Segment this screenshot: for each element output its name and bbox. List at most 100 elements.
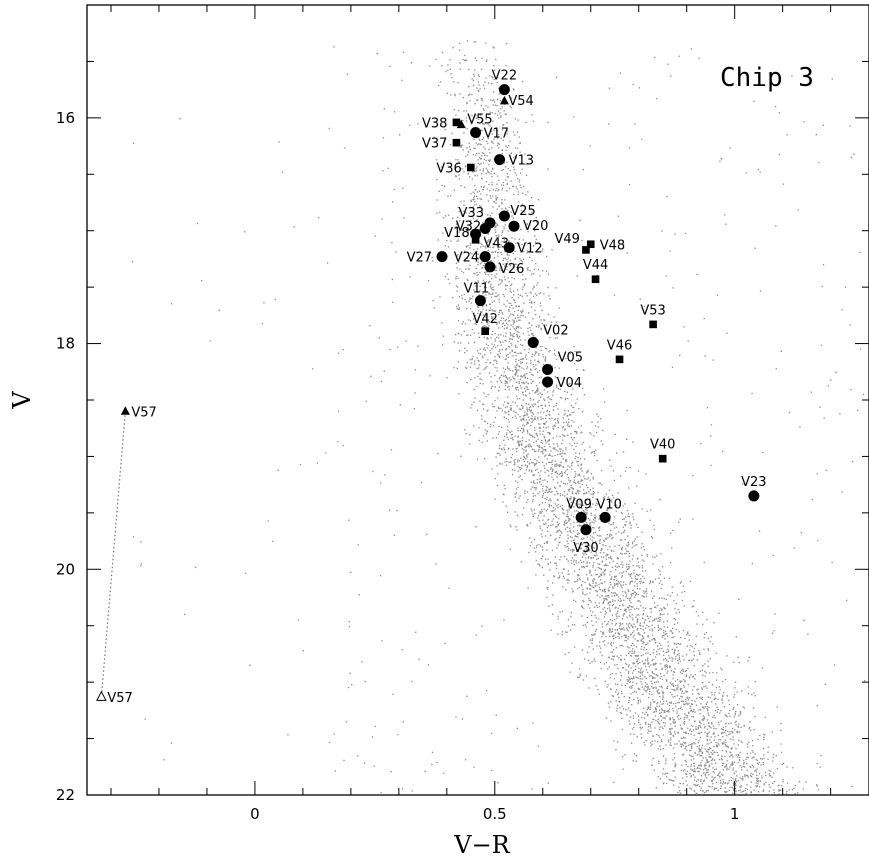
background-star — [619, 707, 621, 709]
background-star — [735, 754, 737, 756]
background-star — [488, 113, 490, 116]
background-star — [615, 504, 618, 506]
background-star — [539, 527, 541, 529]
background-star — [603, 570, 606, 572]
background-star — [530, 424, 532, 427]
background-star — [510, 180, 512, 182]
background-star — [493, 344, 495, 346]
background-star — [635, 594, 637, 596]
background-star — [527, 191, 529, 193]
background-star — [494, 229, 496, 231]
background-star — [475, 195, 478, 197]
background-star — [722, 769, 724, 771]
background-star — [493, 101, 496, 103]
background-star — [521, 204, 523, 206]
background-star — [605, 612, 608, 614]
background-star — [715, 768, 717, 770]
background-star — [573, 561, 575, 563]
background-star — [510, 97, 513, 99]
background-star — [591, 539, 593, 542]
background-star — [532, 513, 534, 516]
background-star — [681, 599, 684, 602]
background-star — [612, 537, 614, 539]
background-star — [474, 253, 476, 255]
background-star — [509, 338, 511, 340]
background-star — [541, 510, 543, 513]
background-star — [491, 317, 493, 319]
background-star — [625, 608, 627, 610]
background-star — [703, 780, 705, 782]
background-star — [703, 637, 705, 639]
background-star — [481, 261, 483, 263]
background-star — [703, 648, 705, 650]
background-star — [624, 503, 626, 505]
background-star — [577, 536, 579, 538]
background-star — [487, 344, 489, 347]
background-star — [634, 575, 636, 577]
background-star — [521, 311, 524, 313]
background-star — [488, 171, 490, 173]
background-star — [608, 501, 610, 503]
background-star — [455, 278, 457, 280]
background-star — [481, 100, 483, 102]
background-star — [641, 726, 644, 729]
background-star — [618, 544, 620, 547]
background-star — [583, 458, 586, 460]
background-star — [536, 221, 538, 223]
background-star — [628, 720, 630, 722]
background-star — [565, 522, 567, 524]
background-star — [504, 224, 506, 226]
background-star — [529, 406, 531, 409]
background-star — [490, 173, 492, 175]
background-star — [698, 745, 701, 747]
background-star — [577, 492, 580, 494]
background-star — [650, 745, 652, 747]
background-star — [757, 780, 759, 782]
background-star — [495, 197, 497, 199]
background-star — [447, 214, 450, 216]
background-star — [457, 216, 459, 218]
background-star — [472, 206, 474, 208]
background-star — [719, 775, 721, 777]
background-star — [600, 582, 602, 584]
background-star — [478, 190, 481, 192]
background-star — [481, 152, 483, 154]
background-star — [480, 186, 482, 188]
background-star — [601, 654, 603, 657]
background-star — [508, 385, 510, 388]
background-star — [612, 603, 615, 606]
background-star — [501, 202, 503, 204]
background-star — [553, 514, 555, 516]
background-star — [555, 358, 558, 360]
background-star — [767, 758, 769, 760]
background-star — [741, 778, 743, 780]
background-star — [649, 581, 652, 583]
background-star — [664, 666, 666, 668]
background-star — [524, 457, 526, 459]
background-star — [686, 702, 688, 704]
background-star — [535, 263, 537, 265]
background-star — [438, 190, 440, 192]
background-star — [731, 761, 734, 763]
background-star — [639, 726, 641, 728]
background-star — [765, 781, 767, 783]
background-star — [628, 647, 630, 649]
background-star — [520, 352, 522, 354]
background-star — [527, 587, 529, 589]
background-star — [489, 75, 491, 77]
background-star — [546, 348, 548, 350]
background-star — [606, 595, 608, 597]
background-star — [519, 429, 522, 432]
background-star — [541, 447, 543, 449]
background-star — [725, 715, 727, 717]
background-star — [638, 658, 640, 660]
background-star — [782, 762, 785, 764]
background-star — [504, 388, 506, 390]
background-star — [475, 154, 477, 156]
background-star — [654, 639, 656, 641]
background-star — [638, 688, 640, 690]
background-star — [705, 767, 707, 769]
background-star — [632, 593, 634, 595]
background-star — [707, 761, 709, 763]
background-star — [594, 452, 596, 454]
